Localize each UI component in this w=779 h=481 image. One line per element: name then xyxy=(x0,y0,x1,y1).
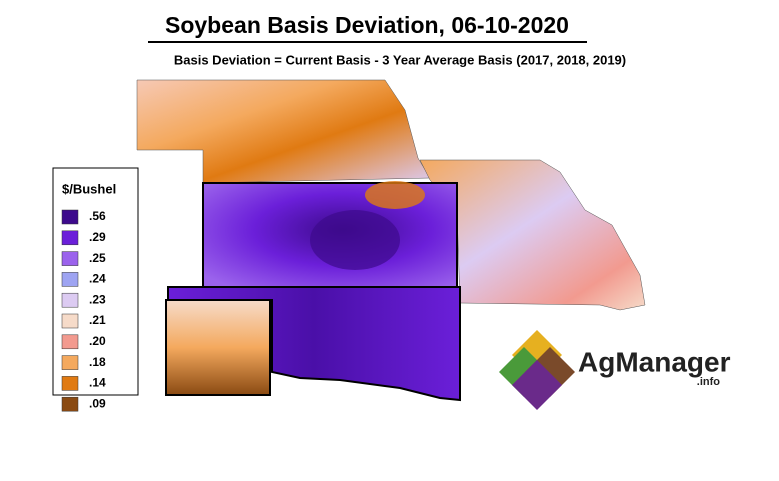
legend-swatch xyxy=(61,313,79,329)
legend-label: .56 xyxy=(89,209,106,223)
texas-panhandle xyxy=(165,299,271,396)
legend-swatch xyxy=(61,355,79,370)
legend-label: .20 xyxy=(89,334,106,348)
legend-swatch xyxy=(61,272,79,287)
legend-label: .29 xyxy=(89,230,106,244)
legend-label: .24 xyxy=(89,272,106,286)
legend-swatch xyxy=(61,251,79,266)
legend-title: $/Bushel xyxy=(62,181,116,196)
legend-swatch xyxy=(61,292,79,308)
legend-swatch xyxy=(61,396,79,412)
legend-label: .18 xyxy=(89,355,106,369)
legend-items: .56 .29 .25 .24 .23 .21 .20 .18 .14 .09 xyxy=(61,209,106,412)
legend-label: .25 xyxy=(89,251,106,265)
legend-swatch xyxy=(61,376,79,391)
legend-label: .21 xyxy=(89,313,106,327)
heat-spot xyxy=(310,210,400,270)
legend-swatch xyxy=(61,230,79,246)
logo-name: AgManager xyxy=(578,346,731,377)
legend-swatch xyxy=(61,209,79,225)
subtitle: Basis Deviation = Current Basis - 3 Year… xyxy=(174,52,626,67)
legend-label: .14 xyxy=(89,376,106,390)
logo-diamond xyxy=(512,360,562,410)
nebraska xyxy=(136,79,431,184)
heat-spot xyxy=(365,181,425,209)
legend-label: .09 xyxy=(89,396,106,410)
legend-label: .23 xyxy=(89,292,106,306)
title: Soybean Basis Deviation, 06-10-2020 xyxy=(165,12,569,38)
logo-suffix: .info xyxy=(697,376,720,388)
legend-swatch xyxy=(61,334,79,350)
